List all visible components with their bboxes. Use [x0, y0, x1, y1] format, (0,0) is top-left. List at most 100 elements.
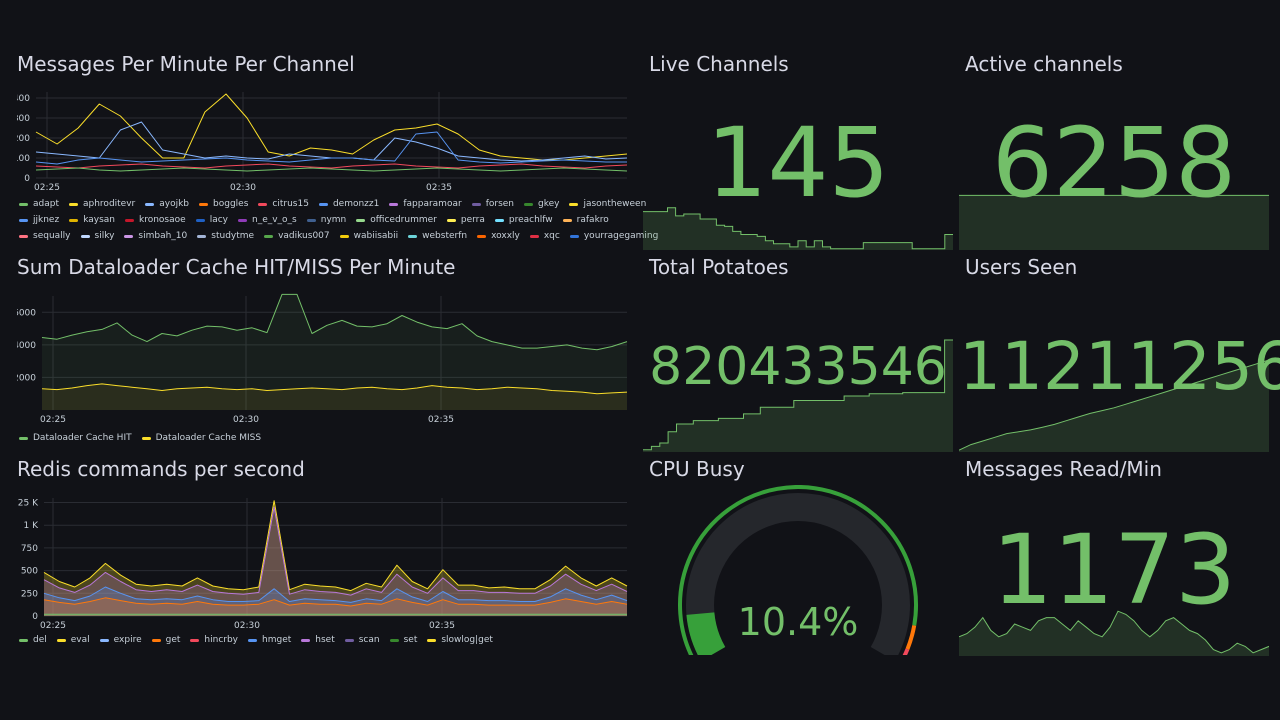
x-tick-label: 02:30: [230, 183, 256, 193]
series-area-hmget: [44, 587, 627, 616]
legend-swatch: [389, 202, 399, 206]
cache-legend: Dataloader Cache HIT Dataloader Cache MIS…: [19, 430, 629, 446]
legend-swatch: [19, 202, 28, 206]
legend-item-demonzz1[interactable]: demonzz1: [318, 199, 379, 209]
legend-item-preachlfw[interactable]: preachlfw: [494, 215, 553, 225]
legend-label: preachlfw: [508, 215, 553, 225]
legend-item-hset[interactable]: hset: [301, 635, 335, 645]
legend-item-fapparamoar[interactable]: fapparamoar: [389, 199, 462, 209]
y-tick-label: 500: [21, 567, 38, 577]
legend-item-kronosaoe[interactable]: kronosaoe: [125, 215, 186, 225]
series-line-dataloader-cache-hit[interactable]: [41, 293, 628, 351]
legend-item-adapt[interactable]: adapt: [19, 199, 59, 209]
legend-item-nymn[interactable]: nymn: [306, 215, 347, 225]
legend-label: Dataloader Cache MISS: [155, 433, 262, 443]
legend-item-citrus15[interactable]: citrus15: [258, 199, 309, 209]
legend-label: lacy: [209, 215, 228, 225]
legend-item-xqc[interactable]: xqc: [529, 231, 560, 241]
x-tick-label: 02:35: [426, 183, 452, 193]
legend-swatch: [125, 218, 134, 222]
legend-item-jjknez[interactable]: jjknez: [19, 215, 59, 225]
legend-label: set: [403, 635, 418, 645]
legend-item-hincrby[interactable]: hincrby: [190, 635, 238, 645]
legend-item-rafakro[interactable]: rafakro: [562, 215, 609, 225]
legend-item-lacy[interactable]: lacy: [195, 215, 228, 225]
series-line-dataloader-cache-miss[interactable]: [41, 383, 628, 395]
sparkline-area: [643, 340, 953, 452]
legend-swatch: [301, 638, 311, 642]
series-line-slowlog-get[interactable]: [43, 500, 628, 592]
legend-swatch: [529, 234, 539, 238]
legend-item-kaysan[interactable]: kaysan: [69, 215, 115, 225]
legend-label: silky: [94, 231, 115, 241]
legend-swatch: [344, 638, 354, 642]
series-line-ayojkb[interactable]: [35, 121, 628, 162]
legend-swatch: [318, 202, 328, 206]
legend-swatch: [356, 218, 366, 222]
legend-label: rafakro: [576, 215, 609, 225]
x-tick-label: 02:35: [429, 621, 455, 631]
y-tick-label: 1 K: [24, 521, 40, 531]
y-tick-label: 250: [21, 589, 38, 599]
legend-swatch: [446, 218, 456, 222]
legend-label: jasontheween: [583, 199, 647, 209]
legend-label: websterfn: [422, 231, 468, 241]
legend-label: aphroditevr: [83, 199, 136, 209]
legend-label: citrus15: [272, 199, 309, 209]
legend-item-dataloader-cache-miss[interactable]: Dataloader Cache MISS: [141, 433, 262, 443]
legend-item-studytme[interactable]: studytme: [197, 231, 254, 241]
legend-item-silky[interactable]: silky: [80, 231, 115, 241]
legend-item-set[interactable]: set: [389, 635, 418, 645]
legend-item-vadikus007[interactable]: vadikus007: [264, 231, 330, 241]
legend-item-sequally[interactable]: sequally: [19, 231, 71, 241]
cache-hit-miss-chart[interactable]: 2000 4000 6000 02:25 02:30 02:35: [17, 292, 629, 430]
series-line-demonzz1[interactable]: [35, 131, 627, 165]
active-channels-title: Active channels: [965, 52, 1123, 76]
series-line-aphroditevr[interactable]: [35, 93, 628, 161]
series-area-slowlog-get: [44, 500, 627, 616]
legend-item-eval[interactable]: eval: [56, 635, 90, 645]
legend-item-scan[interactable]: scan: [344, 635, 380, 645]
legend-item-aphroditevr[interactable]: aphroditevr: [69, 199, 135, 209]
legend-swatch: [56, 638, 66, 642]
series-line-adapt[interactable]: [35, 167, 628, 172]
legend-label: kaysan: [83, 215, 115, 225]
legend-item-forsen[interactable]: forsen: [471, 199, 514, 209]
y-tick-label: 0: [24, 174, 30, 184]
legend-label: gkey: [538, 199, 560, 209]
legend-item-simbah-10[interactable]: simbah_10: [124, 231, 187, 241]
series-line-get[interactable]: [43, 597, 628, 607]
x-tick-label: 02:25: [40, 415, 66, 425]
legend-label: nymn: [320, 215, 347, 225]
redis-commands-chart[interactable]: 0 250 500 750 1 K 1.25 K 02:25 02:30 02:35: [17, 492, 629, 632]
legend-item-perra[interactable]: perra: [446, 215, 485, 225]
legend-item-wabiisabii[interactable]: wabiisabii: [339, 231, 398, 241]
legend-item-yourragegaming[interactable]: yourragegaming: [569, 231, 658, 241]
sparkline-area: [959, 611, 1269, 656]
legend-item-dataloader-cache-hit[interactable]: Dataloader Cache HIT: [19, 433, 132, 443]
legend-item-boggles[interactable]: boggles: [199, 199, 248, 209]
legend-item-gkey[interactable]: gkey: [524, 199, 559, 209]
legend-label: xoxxly: [491, 231, 520, 241]
legend-item-slowlog-get[interactable]: slowlog|get: [427, 635, 493, 645]
legend-item-n-e-v-o-s[interactable]: n_e_v_o_s: [237, 215, 297, 225]
legend-item-officedrummer[interactable]: officedrummer: [356, 215, 437, 225]
legend-item-get[interactable]: get: [151, 635, 180, 645]
legend-swatch: [197, 234, 207, 238]
legend-item-xoxxly[interactable]: xoxxly: [477, 231, 520, 241]
series-line-citrus15[interactable]: [35, 163, 628, 169]
y-tick-label: 1.25 K: [17, 499, 39, 509]
legend-item-ayojkb[interactable]: ayojkb: [145, 199, 189, 209]
legend-label: Dataloader Cache HIT: [33, 433, 132, 443]
messages-legend: adapt aphroditevr ayojkb boggles citrus15 dem…: [19, 196, 658, 244]
legend-label: vadikus007: [278, 231, 330, 241]
messages-per-minute-chart[interactable]: 0 100 200 300 400 02:25 02:30 02:35: [17, 88, 629, 194]
legend-item-del[interactable]: del: [19, 635, 47, 645]
legend-item-hmget[interactable]: hmget: [248, 635, 291, 645]
legend-item-jasontheween[interactable]: jasontheween: [569, 199, 646, 209]
legend-item-websterfn[interactable]: websterfn: [408, 231, 467, 241]
legend-item-expire[interactable]: expire: [99, 635, 142, 645]
series-line-hset[interactable]: [43, 506, 628, 596]
series-line-hmget[interactable]: [43, 586, 628, 603]
legend-swatch: [19, 436, 28, 440]
